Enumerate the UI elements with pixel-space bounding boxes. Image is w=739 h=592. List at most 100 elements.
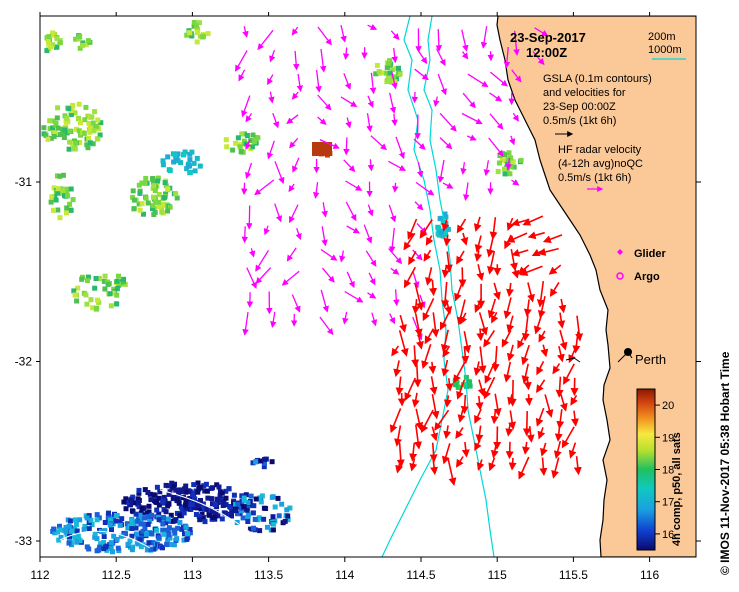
sst-pixel bbox=[235, 501, 241, 507]
sst-pixel bbox=[89, 522, 95, 527]
hf-arrow bbox=[460, 232, 469, 246]
sst-pixel bbox=[145, 514, 151, 520]
hf-arrow bbox=[394, 425, 402, 447]
sst-pixel bbox=[176, 500, 182, 506]
sst-pixel bbox=[77, 517, 83, 523]
sst-pixel bbox=[250, 460, 256, 466]
sst-pixel bbox=[500, 157, 505, 163]
sst-pixel bbox=[201, 483, 207, 489]
y-tick-label: -33 bbox=[15, 534, 33, 548]
sst-pixel bbox=[68, 207, 74, 213]
hf-arrow bbox=[457, 409, 466, 423]
sst-pixel bbox=[65, 193, 70, 199]
sst-pixel bbox=[151, 194, 156, 200]
gsla-arrow bbox=[274, 161, 285, 185]
sst-pixel bbox=[239, 131, 245, 137]
sst-pixel bbox=[62, 193, 67, 199]
sst-pixel bbox=[142, 487, 148, 493]
sst-pixel bbox=[442, 211, 448, 217]
gsla-arrow bbox=[289, 137, 299, 149]
gsla-arrow bbox=[462, 92, 476, 109]
sst-pixel bbox=[275, 495, 281, 501]
sst-pixel bbox=[175, 151, 181, 157]
colorbar-ticks: 20 19 18 17 16 bbox=[655, 400, 674, 541]
sst-pixel bbox=[245, 519, 251, 524]
sst-pixel bbox=[101, 534, 107, 539]
sst-pixel bbox=[183, 506, 189, 512]
sst-pixel bbox=[270, 514, 276, 520]
hf-arrow bbox=[486, 232, 495, 258]
gsla-arrow bbox=[367, 159, 375, 172]
sst-pixel bbox=[465, 379, 471, 385]
sst-pixel bbox=[132, 197, 137, 203]
hf-arrow bbox=[414, 424, 423, 450]
hf-arrow bbox=[403, 232, 416, 251]
hf-arrow bbox=[429, 442, 438, 463]
gsla-velocity-arrows bbox=[235, 24, 549, 341]
sst-pixel bbox=[55, 207, 61, 213]
gsla-arrow bbox=[267, 74, 274, 86]
sst-pixel bbox=[127, 538, 133, 544]
sst-pixel bbox=[84, 142, 90, 148]
gsla-arrow bbox=[461, 51, 469, 60]
sst-pixel bbox=[94, 123, 100, 129]
sst-pixel bbox=[137, 512, 143, 518]
hf-arrow bbox=[533, 313, 543, 335]
gsla-arrow bbox=[246, 205, 253, 230]
sst-pixel bbox=[77, 120, 83, 126]
y-tick-label: -31 bbox=[15, 175, 33, 189]
sst-pixel bbox=[215, 513, 221, 519]
sst-pixel bbox=[457, 385, 463, 391]
hf-arrow bbox=[409, 458, 418, 472]
sst-pixel bbox=[84, 515, 90, 521]
sst-pixel bbox=[55, 105, 61, 111]
sst-pixel bbox=[44, 48, 50, 54]
gsla-arrow bbox=[391, 48, 398, 64]
sst-pixel bbox=[174, 155, 180, 161]
hf-arrow bbox=[430, 426, 439, 442]
hf-radar-arrows bbox=[389, 215, 584, 486]
sst-pixel bbox=[245, 514, 251, 520]
gsla-arrow bbox=[461, 112, 483, 125]
gsla-arrow bbox=[270, 311, 277, 328]
sst-pixel bbox=[125, 541, 131, 547]
sst-pixel bbox=[199, 512, 205, 517]
hf-legend-line3: 0.5m/s (1kt 6h) bbox=[558, 172, 631, 184]
sst-pixel bbox=[139, 201, 145, 207]
sst-pixel bbox=[220, 503, 226, 508]
sst-pixel bbox=[238, 149, 244, 155]
sst-pixel bbox=[43, 133, 49, 139]
sst-pixel bbox=[57, 173, 63, 179]
hf-arrow bbox=[461, 346, 470, 364]
hf-arrow bbox=[521, 363, 530, 384]
hf-arrow bbox=[444, 251, 453, 273]
hf-arrow bbox=[508, 457, 517, 471]
hf-arrow bbox=[555, 376, 564, 398]
gsla-arrow bbox=[343, 137, 350, 156]
sst-pixel bbox=[75, 533, 81, 539]
sst-pixel bbox=[129, 547, 135, 553]
sst-pixel bbox=[85, 274, 91, 280]
hf-arrow bbox=[423, 249, 432, 262]
sst-pixel bbox=[130, 194, 136, 200]
sst-pixel bbox=[195, 26, 201, 32]
sst-pixel bbox=[173, 191, 179, 197]
sst-pixel bbox=[53, 44, 59, 50]
hf-arrow bbox=[476, 328, 485, 342]
hf-arrow bbox=[527, 231, 545, 240]
sst-pixel bbox=[195, 503, 201, 509]
sst-pixel bbox=[164, 542, 170, 548]
sst-pixel bbox=[152, 209, 158, 215]
sst-pixel bbox=[70, 197, 76, 203]
sst-pixel bbox=[63, 529, 69, 535]
sst-pixel bbox=[129, 526, 135, 531]
sst-pixel bbox=[149, 512, 155, 518]
sst-pixel bbox=[102, 528, 108, 534]
hf-arrow bbox=[407, 218, 418, 240]
sst-pixel bbox=[501, 166, 507, 172]
sst-pixel bbox=[150, 206, 155, 212]
sst-pixel bbox=[170, 518, 176, 524]
sst-pixel bbox=[92, 531, 98, 537]
sst-pixel bbox=[235, 511, 240, 517]
sst-pixel bbox=[241, 497, 247, 503]
